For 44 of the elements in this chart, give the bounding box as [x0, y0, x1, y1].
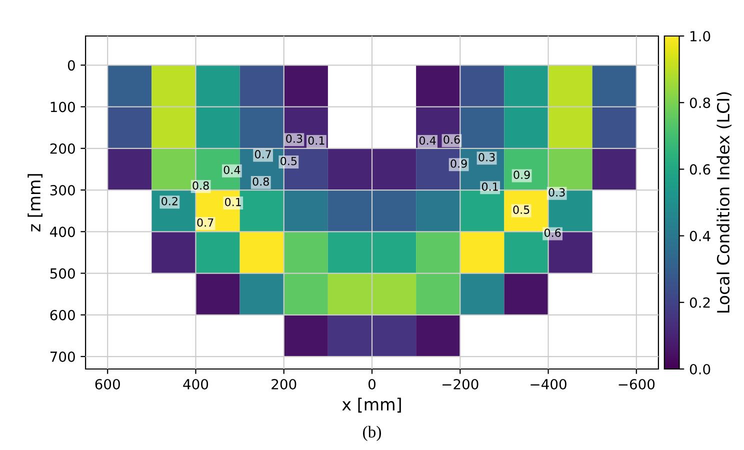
- annotation: 0.1: [224, 198, 241, 206]
- color-bar-label: 0.0: [690, 364, 710, 374]
- x-axis-title: x [mm]: [342, 398, 401, 413]
- y-tick-label: 500: [50, 268, 75, 279]
- color-bar-title: Local Condition Index (LCI): [716, 92, 732, 313]
- y-tick-label: 700: [50, 351, 75, 362]
- y-tick-label: 400: [50, 226, 75, 238]
- text: (b): [363, 426, 381, 441]
- y-tick-label: 0: [68, 60, 75, 71]
- x-tick-label: 600: [95, 378, 120, 390]
- y-tick-label: 200: [50, 143, 75, 154]
- annotation: 0.5: [513, 206, 530, 214]
- y-tick-label: 300: [50, 184, 75, 196]
- annotation: 0.1: [308, 136, 324, 145]
- x-tick-label: 0: [368, 378, 376, 390]
- x-tick-label: 400: [183, 378, 208, 390]
- annotation: 0.3: [548, 188, 565, 197]
- color-bar-label: 1.0: [690, 30, 710, 42]
- annotation: 0.6: [444, 135, 460, 144]
- x-tick-label: 200: [272, 378, 296, 390]
- x-tick-label: −600: [618, 378, 655, 390]
- x-tick-label: −200: [442, 378, 478, 390]
- annotation: 0.3: [286, 134, 302, 143]
- annotation: 0.9: [450, 159, 467, 168]
- x-tick-label: −400: [530, 378, 566, 390]
- y-tick-label: 600: [50, 310, 75, 320]
- annotation: 0.8: [192, 181, 209, 190]
- color-bar-label: 0.4: [690, 230, 710, 242]
- color-bar-label: 0.6: [690, 164, 710, 175]
- annotation: 0.9: [514, 170, 530, 179]
- annotation: 0.7: [254, 150, 271, 158]
- annotation: 0.5: [280, 156, 297, 166]
- annotation: 0.2: [162, 196, 178, 206]
- annotation: 0.7: [197, 218, 214, 227]
- y-tick-label: 100: [50, 102, 75, 112]
- y-axis-title: z [mm]: [28, 174, 43, 232]
- annotation: 0.3: [478, 152, 495, 162]
- annotation: 0.4: [224, 166, 240, 174]
- annotation: 0.1: [482, 182, 498, 191]
- annotation: 0.6: [544, 228, 561, 238]
- color-bar-label: 0.2: [690, 297, 710, 308]
- annotation: 0.8: [252, 177, 269, 186]
- annotation: 0.4: [419, 136, 436, 145]
- color-bar-label: 0.8: [690, 98, 710, 108]
